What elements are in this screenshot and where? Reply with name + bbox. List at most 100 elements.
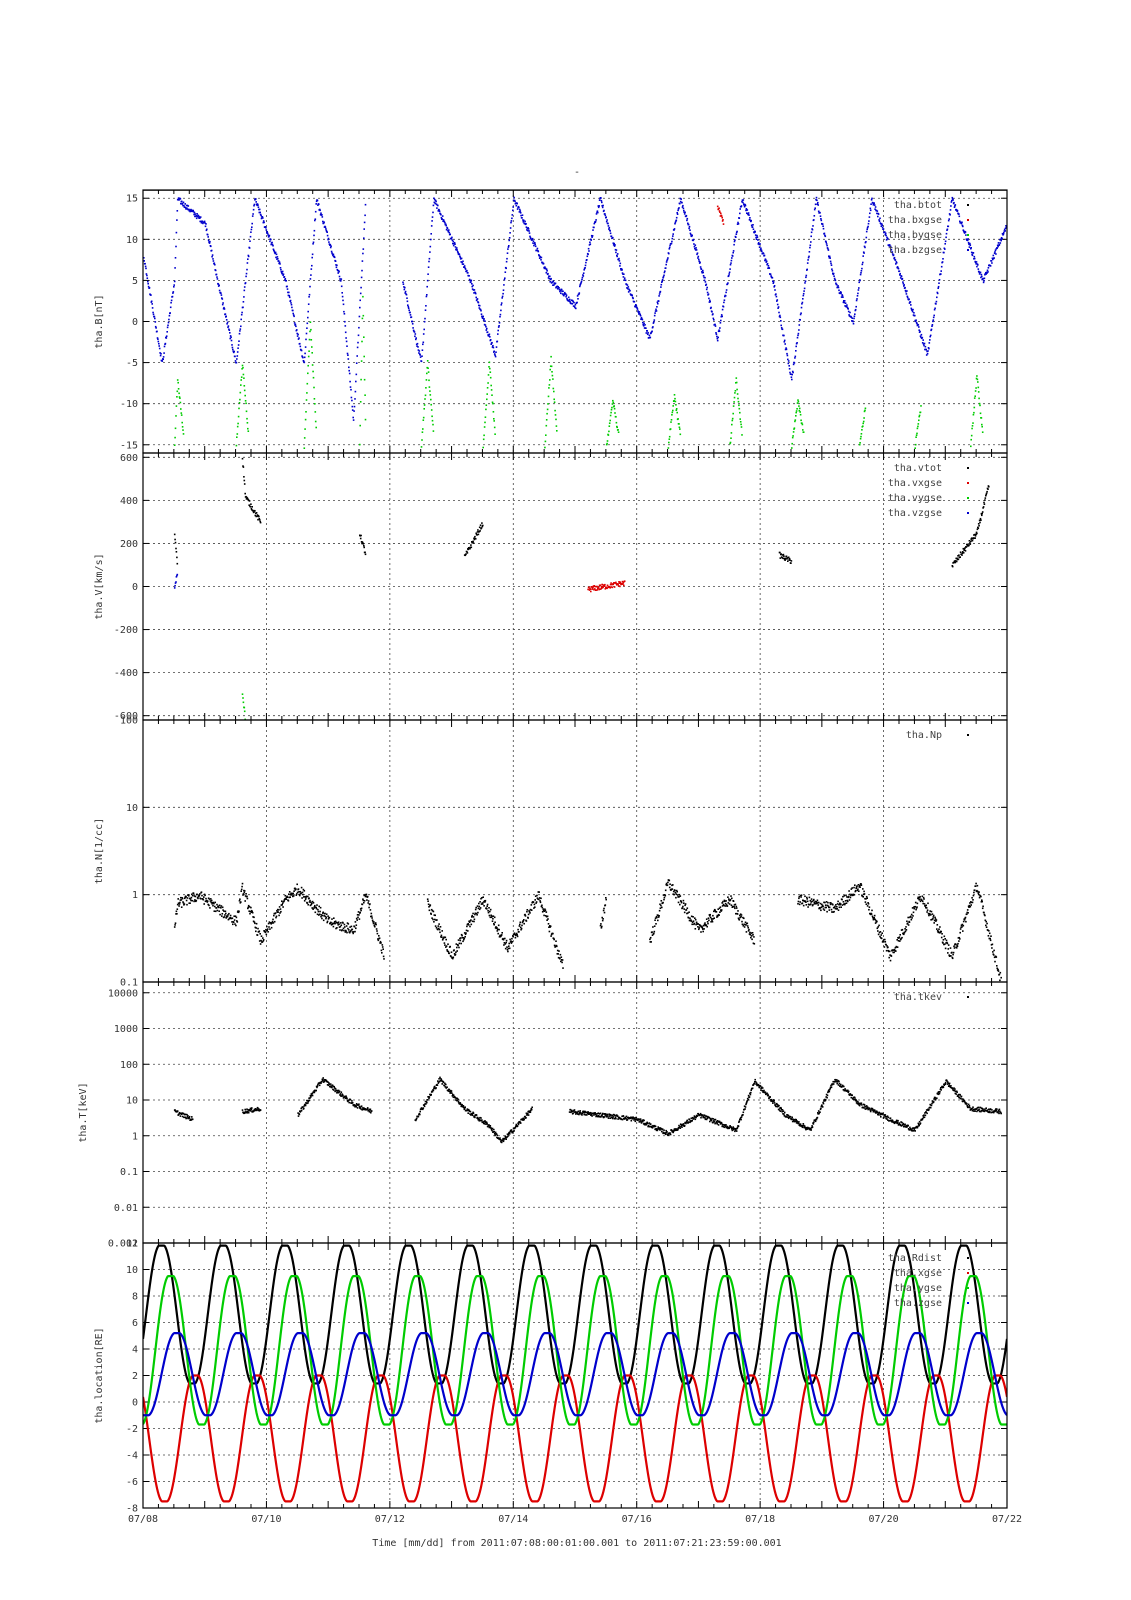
data-point <box>844 302 847 304</box>
data-point <box>280 270 283 273</box>
data-point <box>856 298 858 300</box>
data-point <box>467 930 469 932</box>
data-point <box>458 253 461 256</box>
data-point <box>314 420 317 423</box>
data-point <box>680 900 682 903</box>
data-point <box>549 365 552 367</box>
data-point <box>608 586 611 588</box>
data-point <box>359 1108 362 1110</box>
data-point <box>973 397 976 399</box>
data-point <box>718 907 721 910</box>
data-point <box>621 580 624 583</box>
data-point <box>541 904 543 907</box>
data-point <box>787 362 790 365</box>
data-point <box>796 408 798 410</box>
data-point <box>281 902 284 904</box>
data-point <box>340 278 343 280</box>
data-point <box>602 204 604 207</box>
data-point <box>255 930 257 933</box>
data-point <box>857 292 859 295</box>
data-point <box>962 225 964 228</box>
data-point <box>780 320 782 322</box>
data-point <box>758 243 760 246</box>
data-point <box>984 497 987 499</box>
data-point <box>229 914 232 917</box>
data-point <box>694 244 697 246</box>
data-point <box>255 515 257 518</box>
data-point <box>278 906 281 908</box>
data-point <box>667 881 669 884</box>
y-tick-label: 10 <box>126 235 138 246</box>
data-point <box>688 919 691 922</box>
data-point <box>678 896 680 898</box>
data-point <box>292 892 294 895</box>
data-point <box>792 363 795 366</box>
data-point <box>865 236 868 239</box>
data-point <box>709 300 711 303</box>
data-point <box>562 290 564 293</box>
data-point <box>515 934 517 937</box>
data-point <box>475 912 478 915</box>
data-point <box>483 318 485 320</box>
data-point <box>691 923 693 926</box>
data-point <box>884 232 887 235</box>
data-point <box>358 1105 361 1108</box>
data-point <box>855 887 857 890</box>
data-point <box>381 946 384 948</box>
data-point <box>923 344 925 347</box>
data-point <box>718 210 721 212</box>
data-point <box>815 196 818 199</box>
data-point <box>432 918 434 921</box>
data-point <box>345 925 348 927</box>
data-point <box>181 421 183 424</box>
data-point <box>734 390 737 392</box>
data-point <box>823 901 825 904</box>
data-point <box>154 317 156 320</box>
data-point <box>564 291 566 294</box>
data-point <box>672 890 675 893</box>
data-point <box>610 586 613 588</box>
data-point <box>304 428 306 430</box>
data-point <box>255 198 257 200</box>
data-point <box>318 1082 320 1084</box>
data-point <box>984 499 986 501</box>
data-point <box>428 1096 431 1098</box>
data-point <box>719 322 722 324</box>
data-point <box>151 307 154 309</box>
data-point <box>657 914 659 917</box>
data-point <box>836 283 838 286</box>
plot-area <box>173 457 990 720</box>
data-point <box>958 213 960 215</box>
data-point <box>801 423 804 426</box>
data-point <box>438 1078 440 1080</box>
data-point <box>693 922 696 925</box>
data-point <box>358 1103 360 1105</box>
data-point <box>881 226 884 229</box>
data-point <box>437 925 440 927</box>
data-point <box>739 411 741 414</box>
data-point <box>989 937 991 940</box>
data-point <box>619 262 622 265</box>
data-point <box>221 915 223 917</box>
data-point <box>152 313 155 316</box>
data-point <box>356 919 358 921</box>
data-point <box>979 412 982 415</box>
data-point <box>257 206 260 208</box>
data-point <box>671 237 674 240</box>
data-point <box>182 901 184 903</box>
data-point <box>729 268 731 270</box>
data-point <box>471 283 473 285</box>
data-point <box>182 902 185 904</box>
data-point <box>969 242 971 245</box>
data-point <box>307 316 309 319</box>
data-point <box>454 953 457 956</box>
data-point <box>849 896 852 899</box>
data-point <box>702 275 705 277</box>
data-point <box>811 904 814 907</box>
data-point <box>220 907 222 909</box>
data-point <box>231 917 234 919</box>
data-point <box>620 268 623 270</box>
data-point <box>675 409 678 411</box>
data-point <box>623 273 625 275</box>
data-point <box>433 1087 435 1090</box>
